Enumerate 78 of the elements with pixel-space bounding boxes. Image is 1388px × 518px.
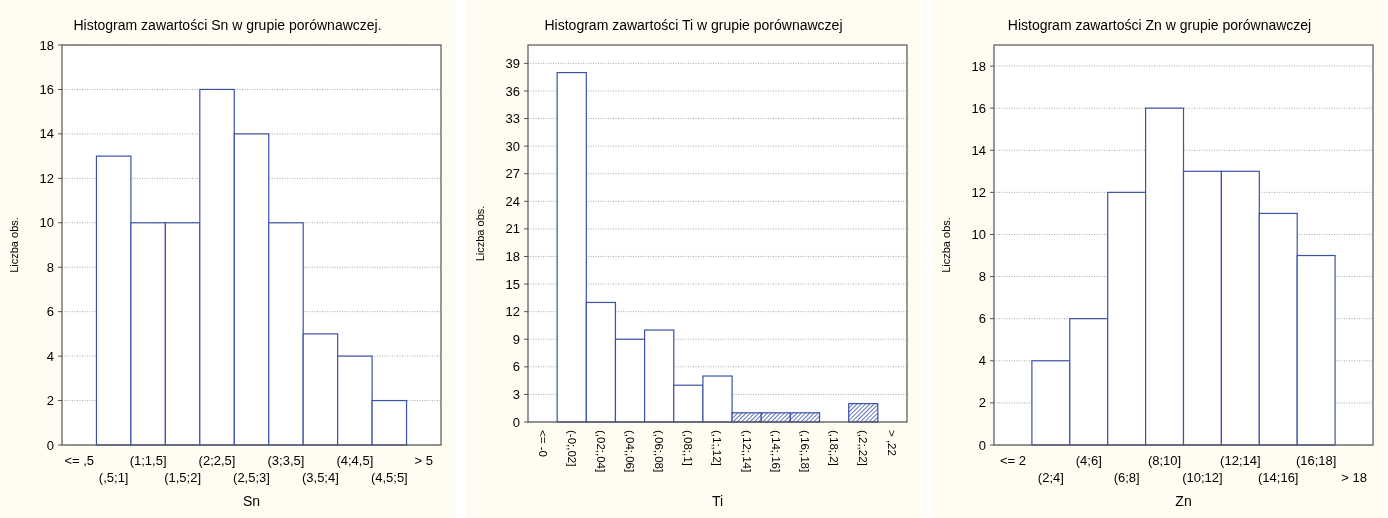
y-tick-label: 36	[505, 83, 520, 99]
y-tick-label: 9	[512, 331, 520, 347]
x-tick-label: (-0;,02]	[565, 430, 578, 467]
y-tick-label: 33	[505, 111, 520, 127]
chart-title: Histogram zawartości Sn w grupie porównawczej.	[73, 17, 382, 33]
y-tick-label: 12	[505, 304, 520, 320]
x-tick-label: (2,5;3]	[233, 470, 270, 485]
x-tick-label: (1,5;2]	[164, 470, 202, 485]
x-tick-label: (,14;,16]	[769, 430, 782, 473]
x-tick-label: (10;12]	[1182, 470, 1223, 485]
x-tick-label: (8;10]	[1147, 453, 1182, 468]
y-tick-label: 6	[512, 359, 520, 375]
x-tick-label: (6;8]	[1113, 470, 1140, 485]
x-tick-label: (4;4,5]	[336, 453, 374, 468]
x-tick-label: (,12;,14]	[740, 430, 753, 473]
x-axis-title: Sn	[242, 493, 261, 509]
y-tick-label: 18	[505, 249, 520, 265]
y-tick-label: 3	[512, 386, 520, 402]
y-tick-label: 4	[978, 353, 986, 369]
x-tick-label: (,06;,08]	[653, 430, 666, 473]
x-tick-label: (16;18]	[1295, 453, 1337, 468]
y-tick-label: 18	[39, 37, 54, 53]
y-tick-label: 4	[46, 348, 54, 364]
y-tick-label: 24	[505, 193, 520, 209]
y-tick-label: 16	[971, 100, 986, 116]
y-tick-label: 30	[505, 138, 520, 154]
x-tick-label: (4,5;5]	[370, 470, 408, 485]
x-tick-label: (,08;,1]	[682, 430, 695, 466]
y-tick-label: 0	[512, 414, 520, 430]
x-tick-label: > ,22	[886, 430, 899, 456]
y-axis-title: Liczba obs.	[8, 217, 20, 273]
y-tick-label: 14	[971, 142, 986, 158]
x-tick-label: (,18;,2]	[828, 430, 841, 466]
y-tick-label: 10	[39, 215, 54, 231]
x-tick-label: (14;16]	[1258, 470, 1299, 485]
x-tick-label: (,04;,06]	[624, 430, 637, 473]
x-tick-label: (,5;1]	[98, 470, 129, 485]
y-tick-label: 16	[39, 81, 54, 97]
x-tick-label: (,16;,18]	[798, 430, 811, 473]
y-tick-label: 2	[46, 393, 54, 409]
y-tick-label: 39	[505, 55, 520, 71]
chart-title: Histogram zawartości Zn w grupie porównawczej	[1007, 17, 1312, 33]
x-axis-title: Ti	[711, 493, 724, 509]
x-tick-label: (,2;,22]	[857, 430, 870, 466]
x-tick-label: (4;6]	[1075, 453, 1102, 468]
y-tick-label: 0	[978, 437, 986, 453]
y-tick-label: 21	[505, 221, 520, 237]
y-tick-label: 2	[978, 395, 986, 411]
x-tick-label: (12;14]	[1220, 453, 1261, 468]
y-axis-title: Liczba obs.	[940, 217, 952, 273]
chart-title: Histogram zawartości Ti w grupie porównawczej	[544, 17, 843, 33]
y-tick-label: 6	[46, 304, 54, 320]
x-tick-label: > 18	[1341, 470, 1367, 485]
x-tick-label: (1;1,5]	[129, 453, 167, 468]
y-tick-label: 14	[39, 126, 54, 142]
x-axis-title: Zn	[1175, 493, 1192, 509]
y-tick-label: 27	[505, 166, 520, 182]
x-tick-label: (3,5;4]	[301, 470, 339, 485]
x-tick-label: (2;2,5]	[198, 453, 236, 468]
y-tick-label: 12	[971, 184, 986, 200]
y-tick-label: 18	[971, 58, 986, 74]
x-tick-label: (,02;,04]	[594, 430, 607, 473]
x-tick-label: <= 2	[999, 453, 1026, 468]
y-axis-title: Liczba obs.	[474, 205, 486, 262]
y-tick-label: 12	[39, 170, 54, 186]
x-tick-label: <= -0	[536, 430, 549, 457]
y-tick-label: 6	[978, 311, 986, 327]
x-tick-label: (2;4]	[1037, 470, 1064, 485]
y-tick-label: 10	[971, 227, 986, 243]
y-tick-label: 15	[505, 276, 520, 292]
x-tick-label: (3;3,5]	[267, 453, 305, 468]
bar	[848, 403, 879, 423]
x-tick-label: (,1;,12]	[711, 430, 724, 466]
y-tick-label: 0	[46, 437, 54, 453]
x-tick-label: > 5	[414, 453, 433, 468]
x-tick-label: <= ,5	[64, 453, 95, 468]
y-tick-label: 8	[978, 269, 986, 285]
y-tick-label: 8	[46, 259, 54, 275]
